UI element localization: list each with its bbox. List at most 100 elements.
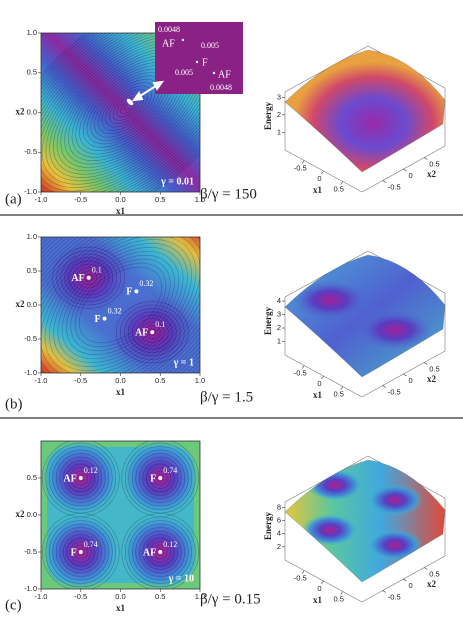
contour-line — [135, 453, 186, 503]
inset-label: 0.0048 — [158, 25, 180, 34]
inset-point — [195, 60, 199, 64]
contour-line — [41, 33, 200, 192]
contour-line — [64, 257, 113, 299]
contour-line — [79, 266, 162, 344]
contour-line — [41, 33, 200, 192]
state-label: AF — [135, 327, 148, 338]
contour-line — [145, 537, 175, 567]
x-tick-label: 0.0 — [115, 376, 125, 385]
x-tick — [302, 570, 305, 574]
x-tick-label: 0.5 — [334, 184, 344, 193]
y-tick — [403, 168, 407, 172]
arrow — [131, 80, 165, 102]
x-tick-label: -1.0 — [35, 592, 48, 601]
y-tick-label: -1.0 — [24, 584, 37, 593]
y-tick-label: 0.5 — [429, 159, 439, 168]
x-tick-label: -1.0 — [35, 376, 48, 385]
contour-line — [142, 534, 179, 570]
x-tick-label: -0.5 — [74, 592, 87, 601]
contour-line — [55, 453, 106, 503]
contour-line — [128, 446, 193, 510]
z-tick-label: 2 — [277, 323, 281, 332]
y-tick-label: 0 — [409, 376, 413, 385]
surface — [285, 50, 445, 172]
x-tick — [321, 170, 324, 175]
y-tick — [403, 578, 407, 582]
y-tick-label: 0.5 — [27, 473, 37, 482]
inset-label: 0.005 — [175, 68, 193, 77]
x-tick — [340, 591, 343, 595]
x-tick-label: 1.0 — [195, 195, 205, 204]
y-tick-label: 0.5 — [429, 364, 439, 373]
state-label: AF — [71, 273, 84, 284]
contour-line — [41, 237, 200, 373]
gamma-label: γ = 10 — [168, 573, 194, 584]
ratio-label: β/γ = 1.5 — [200, 389, 253, 405]
contour-line — [56, 250, 121, 306]
contour-line — [66, 537, 96, 567]
x-tick-label: -1.0 — [35, 195, 48, 204]
inset — [155, 22, 243, 94]
x-tick-label: -0.5 — [74, 376, 87, 385]
x-tick-label: -0.5 — [74, 195, 87, 204]
contour-line — [41, 33, 200, 192]
contour-line — [41, 33, 200, 192]
z-tick-label: 1 — [277, 127, 281, 136]
inset-point — [181, 38, 185, 42]
y-tick-label: -0.5 — [24, 547, 37, 556]
y-tick — [403, 373, 407, 377]
contour-line — [73, 544, 89, 560]
contour-line — [52, 246, 125, 309]
x-tick — [321, 375, 324, 380]
energy-label: 0.12 — [163, 540, 177, 549]
x-tick-label: 1.0 — [195, 592, 205, 601]
contour-line — [48, 520, 113, 584]
y-axis-label: x2 — [427, 374, 437, 384]
contour-line — [41, 33, 200, 185]
contour-line — [138, 456, 182, 500]
contour-line — [41, 33, 200, 192]
x-tick — [340, 181, 343, 185]
y-tick-label: 0.0 — [27, 107, 37, 116]
y-tick-label: -1.0 — [24, 187, 37, 196]
minimum-point — [134, 289, 139, 294]
contour-line — [124, 308, 181, 357]
contour-line — [62, 460, 99, 496]
contour-line — [132, 314, 173, 350]
inset-label: 0.0048 — [210, 83, 232, 92]
x-axis-label: x1 — [313, 185, 323, 195]
x-tick-label: 0 — [317, 379, 321, 388]
contour-line — [74, 262, 167, 348]
minimum-blob — [126, 98, 134, 106]
y-axis-label: x2 — [16, 509, 26, 519]
contour-line — [44, 237, 197, 373]
y-tick-label: 0.0 — [27, 510, 37, 519]
contour-line — [41, 237, 200, 373]
contour-line — [49, 35, 200, 178]
inset-label: AF — [218, 69, 231, 80]
x-tick-label: 0.5 — [155, 376, 165, 385]
gamma-label: γ = 0.01 — [160, 176, 194, 187]
z-tick-label: 3 — [277, 92, 281, 101]
energy-label: 0.1 — [155, 320, 165, 329]
y-tick — [424, 362, 428, 365]
y-tick-label: 0 — [409, 581, 413, 590]
contour-line — [41, 33, 200, 192]
z-tick-label: 1 — [277, 336, 281, 345]
x-tick-label: -0.5 — [294, 368, 307, 377]
y-tick — [382, 590, 386, 593]
y-tick-label: 0.0 — [27, 300, 37, 309]
surface-outline — [284, 49, 446, 173]
y-tick — [382, 385, 386, 388]
contour-line — [41, 33, 200, 192]
contour-line — [57, 247, 184, 363]
contour-line — [41, 513, 120, 589]
surface-well — [357, 310, 433, 350]
y-axis-label: x2 — [427, 579, 437, 589]
surface-well — [367, 484, 423, 516]
state-label: F — [126, 287, 132, 298]
contour-line — [52, 449, 110, 507]
z-tick-label: 3 — [277, 310, 281, 319]
contour-line — [53, 243, 188, 367]
